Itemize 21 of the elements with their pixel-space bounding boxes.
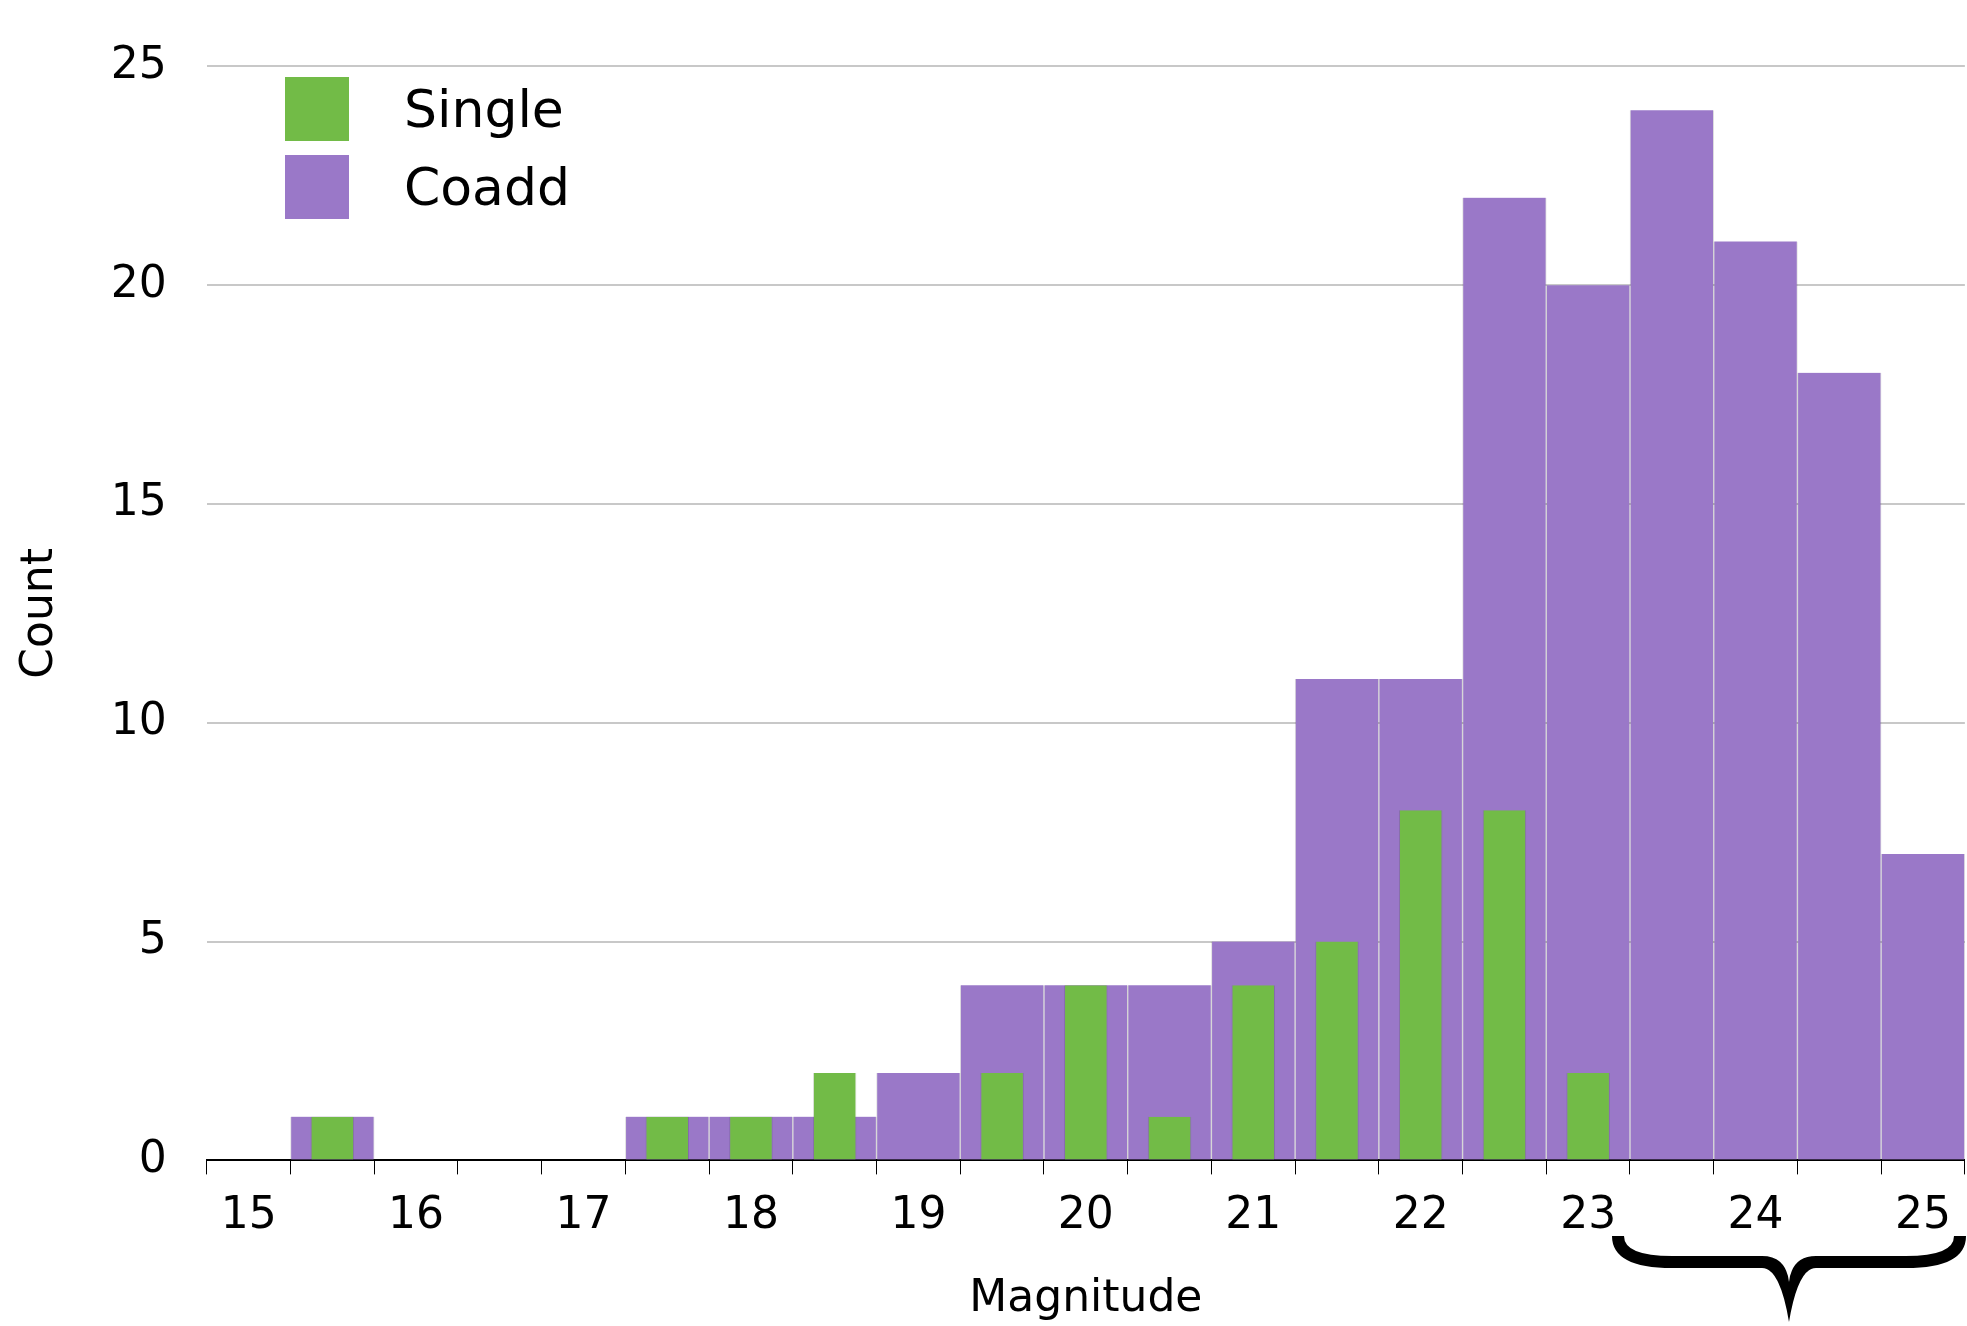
x-tick-label: 17: [555, 1187, 612, 1239]
y-tick-label: 20: [110, 255, 167, 307]
x-tick-label: 20: [1057, 1187, 1114, 1239]
x-tick-label: 16: [388, 1187, 445, 1239]
y-tick-label: 25: [110, 36, 167, 88]
x-tick-label: 25: [1895, 1187, 1952, 1239]
legend-label: Single: [404, 78, 564, 141]
x-axis-title: Magnitude: [969, 1270, 1203, 1322]
x-tick-label: 23: [1560, 1187, 1617, 1239]
x-tick-label: 15: [220, 1187, 277, 1239]
x-tick-label: 21: [1225, 1187, 1282, 1239]
y-axis-title: Count: [10, 548, 62, 679]
x-tick-label: 24: [1727, 1187, 1784, 1239]
x-tick-label: 19: [890, 1187, 947, 1239]
legend-label: Coadd: [404, 156, 571, 219]
x-tick-label: 22: [1392, 1187, 1449, 1239]
x-tick-label: 18: [722, 1187, 779, 1239]
y-tick-label: 0: [138, 1130, 167, 1182]
y-tick-label: 5: [138, 912, 167, 964]
y-tick-label: 10: [110, 693, 167, 745]
y-tick-label: 15: [110, 474, 167, 526]
